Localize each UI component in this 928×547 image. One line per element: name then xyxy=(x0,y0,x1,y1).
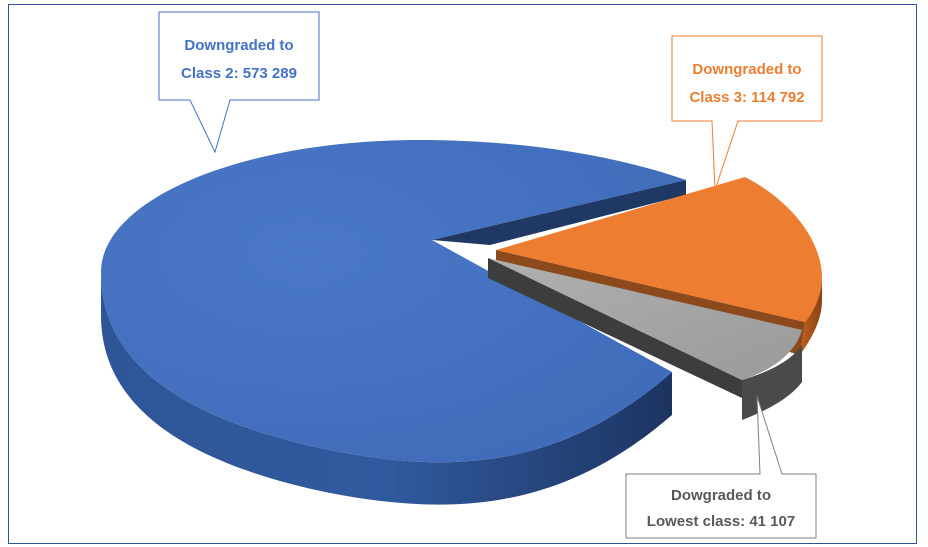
callout-class-3-box xyxy=(671,35,823,191)
callout-class-2-line-2: Class 2: 573 289 xyxy=(181,65,297,82)
slice-class-3-side xyxy=(800,278,822,355)
slice-class-2-inner-wall xyxy=(432,180,686,245)
svg-text:Downgraded to: Downgraded to xyxy=(184,37,293,54)
svg-text:Downgraded to: Downgraded to xyxy=(692,61,801,78)
callout-class-2-box xyxy=(158,11,320,154)
svg-text:Class 2: 573 289: Class 2: 573 289 xyxy=(181,65,297,82)
slice-lowest-side xyxy=(488,258,742,398)
svg-text:Lowest class: 41 107: Lowest class: 41 107 xyxy=(647,513,795,530)
slice-class-2 xyxy=(101,140,686,505)
callout-class-3: Downgraded to Class 3: 114 792 xyxy=(671,35,823,191)
callout-lowest: Dowgraded to Lowest class: 41 107 xyxy=(625,395,817,539)
callout-lowest-line-2: Lowest class: 41 107 xyxy=(647,513,795,530)
svg-text:Dowgraded to: Dowgraded to xyxy=(671,487,771,504)
callout-class-2-line-1: Downgraded to xyxy=(184,37,293,54)
callout-lowest-box xyxy=(625,395,817,539)
slice-class-2-top xyxy=(101,140,686,463)
callout-class-3-line-2: Class 3: 114 792 xyxy=(689,89,804,106)
slice-lowest-top xyxy=(488,258,802,380)
callout-lowest-line-1: Dowgraded to xyxy=(671,487,771,504)
svg-text:Class 3: 114 792: Class 3: 114 792 xyxy=(689,89,804,106)
slice-class-2-side xyxy=(101,272,672,505)
callout-class-2: Downgraded to Class 2: 573 289 xyxy=(158,11,320,154)
slice-class-3-top xyxy=(496,177,822,322)
callout-class-3-line-1: Downgraded to xyxy=(692,61,801,78)
